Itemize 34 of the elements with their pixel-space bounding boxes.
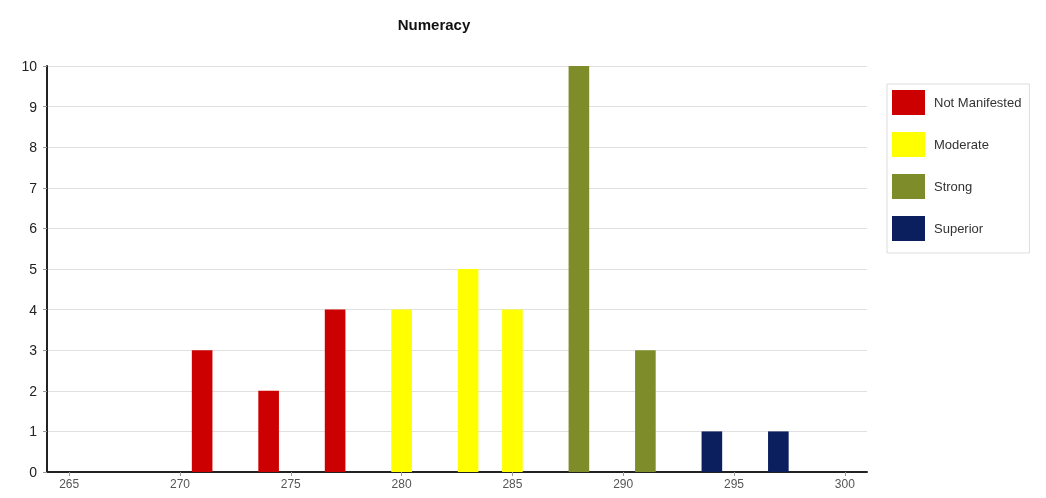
y-tick-label: 10	[21, 58, 38, 74]
legend-label: Moderate	[934, 137, 989, 152]
y-tick-label: 8	[29, 139, 38, 156]
y-tick-label: 7	[29, 179, 38, 196]
x-tick-label: 285	[502, 477, 523, 491]
x-tick-label: 270	[169, 477, 191, 491]
y-tick-label: 6	[29, 220, 38, 237]
bar	[568, 66, 590, 472]
bar	[457, 269, 479, 472]
bar	[191, 350, 213, 472]
y-tick-label: 9	[29, 98, 38, 115]
y-tick-label: 1	[29, 423, 38, 440]
legend-label: Not Manifested	[934, 95, 1022, 110]
legend-label: Superior	[934, 221, 984, 236]
x-tick-label: 290	[613, 477, 634, 491]
bar	[768, 431, 789, 472]
y-tick-label: 0	[29, 464, 38, 480]
bar	[701, 431, 723, 472]
bar	[324, 309, 346, 472]
y-tick-label: 4	[29, 301, 38, 318]
y-tick-label: 2	[29, 382, 38, 399]
bar	[502, 309, 523, 472]
chart-title: Numeracy	[397, 16, 471, 33]
x-tick-label: 300	[834, 477, 856, 491]
y-tick-label: 5	[29, 261, 38, 277]
legend-label: Strong	[934, 179, 973, 194]
bar	[258, 390, 279, 472]
y-tick-label: 3	[29, 342, 38, 359]
x-tick-label: 275	[280, 477, 302, 491]
bar	[391, 309, 412, 472]
x-tick-label: 295	[724, 477, 745, 491]
x-tick-label: 280	[391, 477, 412, 491]
bar	[635, 350, 656, 472]
x-tick-label: 265	[59, 477, 80, 491]
